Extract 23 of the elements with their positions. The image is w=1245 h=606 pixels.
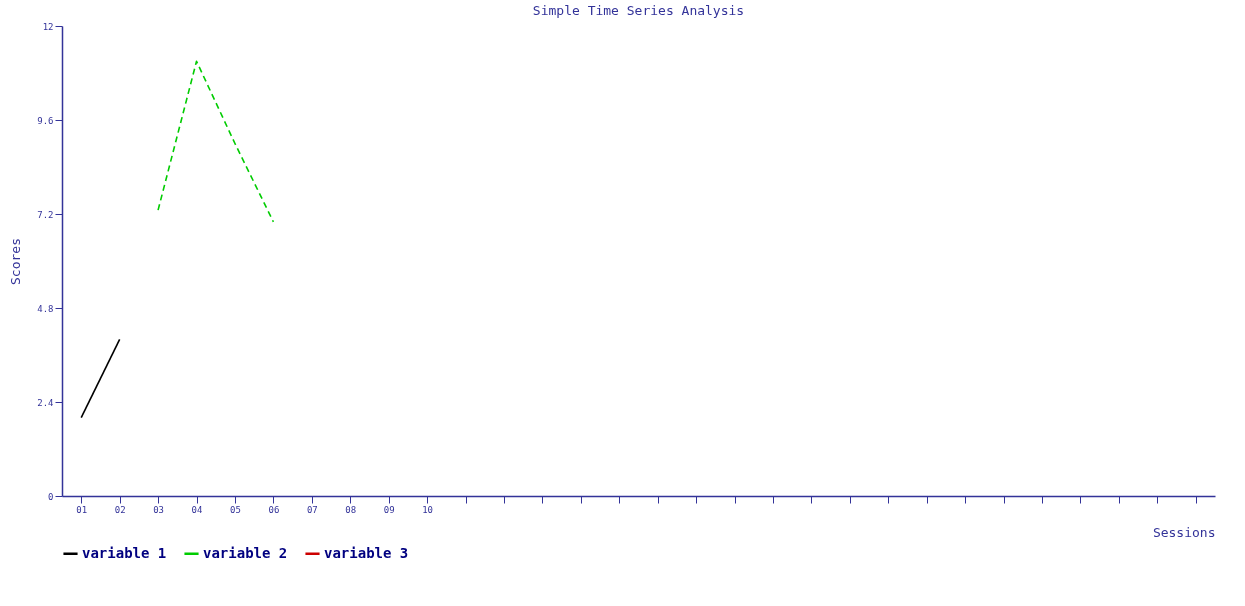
line-series <box>157 60 275 223</box>
y-tick-label: 4.8 <box>37 303 54 314</box>
x-tick-label: 10 <box>422 504 434 515</box>
y-tick-label: 12 <box>42 21 54 32</box>
x-tick-label: 08 <box>345 504 357 515</box>
x-tick-label: 07 <box>306 504 318 515</box>
legend-label: variable 1 <box>82 544 167 561</box>
chart-title: Simple Time Series Analysis <box>532 3 745 18</box>
x-tick-label: 03 <box>153 504 165 515</box>
y-tick-label: 7.2 <box>37 209 54 220</box>
y-tick-label: 9.6 <box>37 115 54 126</box>
x-tick-label: 04 <box>191 504 203 515</box>
legend-label: variable 3 <box>324 544 409 561</box>
x-tick-label: 09 <box>383 504 395 515</box>
x-tick-label: 05 <box>230 504 241 515</box>
y-tick-label: 0 <box>48 491 54 502</box>
x-tick-label: 06 <box>268 504 280 515</box>
y-axis-title: Scores <box>8 238 24 285</box>
x-axis-title: Sessions <box>1152 524 1216 540</box>
legend-label: variable 2 <box>203 544 288 561</box>
x-tick-label: 01 <box>76 504 88 515</box>
y-tick-label: 2.4 <box>37 397 54 408</box>
x-tick-label: 02 <box>114 504 126 515</box>
